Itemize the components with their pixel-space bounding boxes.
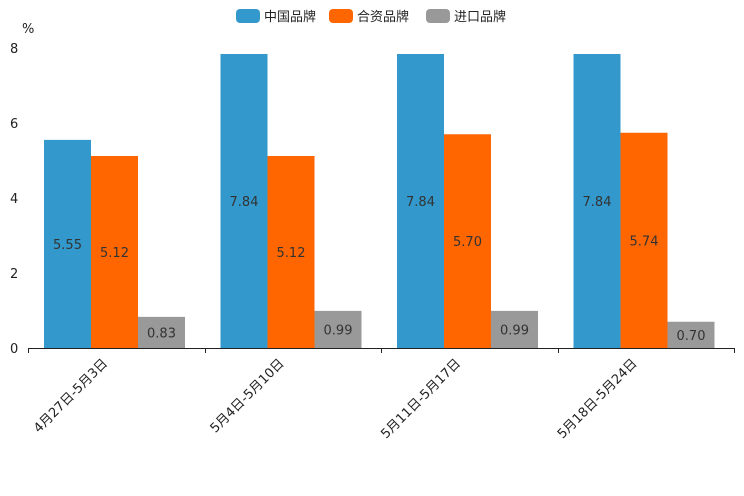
legend-label: 合资品牌 [357,9,409,25]
data-label: 5.74 [630,234,659,249]
data-label: 7.84 [230,195,259,210]
bar-3-3 [491,310,538,348]
x-axis: 4月27日-5月3日 5月4日-5月10日 5月11日-5月17日 5月18日-5月2… [28,348,735,442]
bar-3-1 [138,316,185,348]
data-label: 0.99 [500,323,529,338]
x-tick-label: 5月4日-5月10日 [208,356,288,436]
bar-1-4 [573,54,621,348]
x-tick-label: 5月18日-5月24日 [555,356,641,442]
bar-1-2 [220,54,268,348]
y-axis-unit-label: % [22,22,34,37]
y-tick-label: 0 [10,342,18,357]
bars: 5.55 5.12 0.83 7.84 5.12 0.99 7.84 5.70 0.99 7.84… [44,54,715,348]
bar-1-1 [44,139,91,348]
data-label: 0.70 [677,329,706,344]
bar-2-3 [444,134,491,348]
y-tick-label: 8 [10,42,18,57]
data-label: 7.84 [406,195,435,210]
y-axis: 0 2 4 6 8 [10,42,18,357]
data-label: 5.12 [100,246,129,261]
x-tick-label: 5月11日-5月17日 [378,356,464,442]
bar-2-2 [267,156,315,348]
bar-1-3 [397,54,444,348]
legend: 中国品牌 合资品牌 进口品牌 [236,9,506,25]
legend-swatch [426,9,450,23]
x-tick-label: 4月27日-5月3日 [31,356,111,436]
data-label: 0.83 [147,326,176,341]
data-label: 7.84 [583,195,612,210]
bar-2-4 [620,132,668,348]
data-label: 5.55 [53,238,82,253]
y-tick-label: 4 [10,192,18,207]
legend-swatch [329,9,353,23]
bar-3-4 [667,321,715,348]
data-label: 5.12 [277,246,306,261]
legend-label: 进口品牌 [454,9,506,25]
bar-3-2 [314,310,362,348]
y-tick-label: 2 [10,267,18,282]
data-label: 5.70 [453,235,482,250]
legend-swatch [236,9,260,23]
y-tick-label: 6 [10,117,18,132]
data-label: 0.99 [324,323,353,338]
legend-label: 中国品牌 [264,9,316,25]
bar-2-1 [91,156,138,348]
